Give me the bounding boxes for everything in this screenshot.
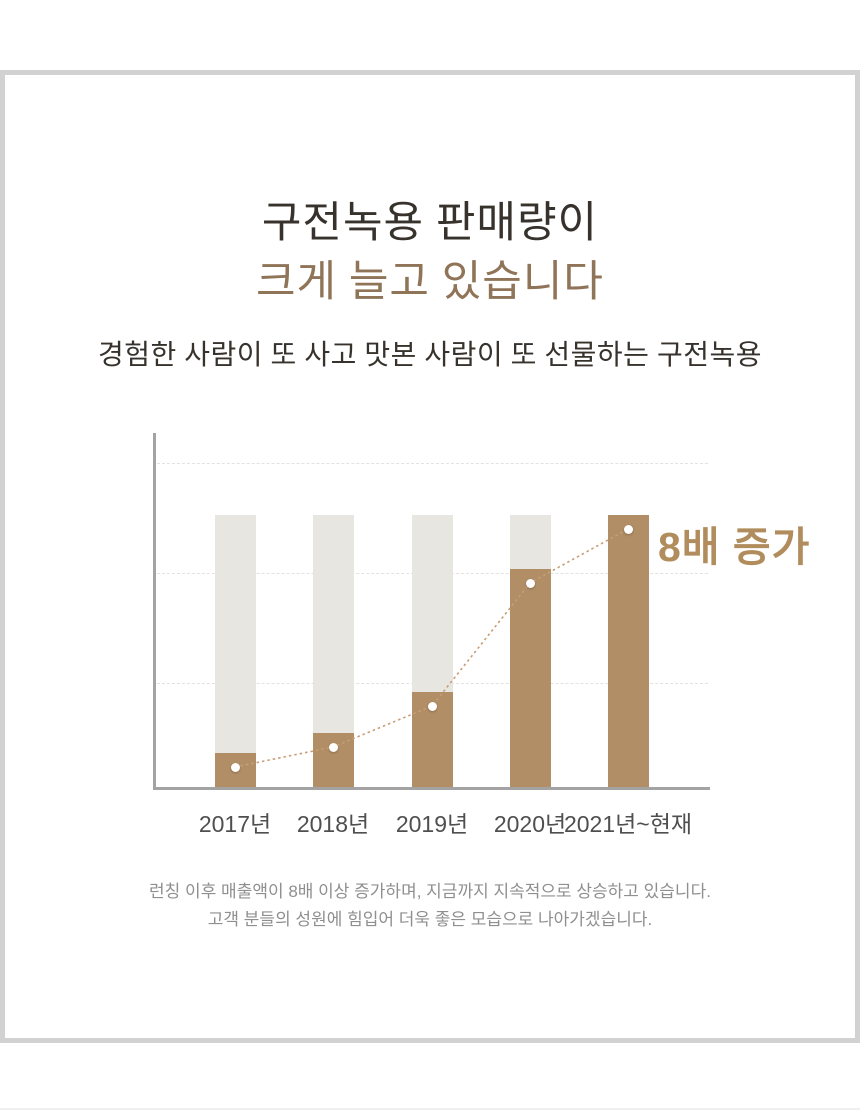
growth-annotation: 8배 증가 [658,524,811,570]
x-axis-label: 2020년 [493,811,567,837]
value-bar [607,515,649,787]
footer-text: 런칭 이후 매출액이 8배 이상 증가하며, 지금까지 지속적으로 상승하고 있… [0,878,860,934]
data-point-dot [427,701,437,711]
page-title: 구전녹용 판매량이 크게 늘고 있습니다 [0,194,860,312]
footer-line-2: 고객 분들의 성원에 힘입어 더욱 좋은 모습으로 나아가겠습니다. [207,910,653,929]
x-axis-line [153,787,710,790]
trend-line [234,528,629,768]
x-axis-label: 2017년 [198,811,272,837]
background-bar [214,515,256,787]
page-subtitle: 경험한 사람이 또 사고 맛본 사람이 또 선물하는 구전녹용 [98,340,762,371]
x-axis-label: 2021년~현재 [563,811,693,837]
x-axis-label: 2018년 [296,811,370,837]
data-point-dot [230,762,240,772]
x-axis-label: 2019년 [395,811,469,837]
data-point-dot [623,524,633,534]
data-point-dot [328,742,338,752]
sales-chart: 8배 증가 2017년 2018년 2019년 2020년 2021년~현재 [153,433,809,837]
footer-line-1: 런칭 이후 매출액이 8배 이상 증가하며, 지금까지 지속적으로 상승하고 있… [149,882,711,901]
y-axis-line [153,433,156,790]
gridline [157,463,708,464]
value-bar [312,733,354,787]
page-title-line2: 크게 늘고 있습니다 [256,259,604,306]
bottom-divider [0,1108,860,1110]
data-point-dot [525,578,535,588]
content-frame [0,70,860,1043]
value-bar [509,569,551,787]
page-title-line1: 구전녹용 판매량이 [261,200,599,247]
